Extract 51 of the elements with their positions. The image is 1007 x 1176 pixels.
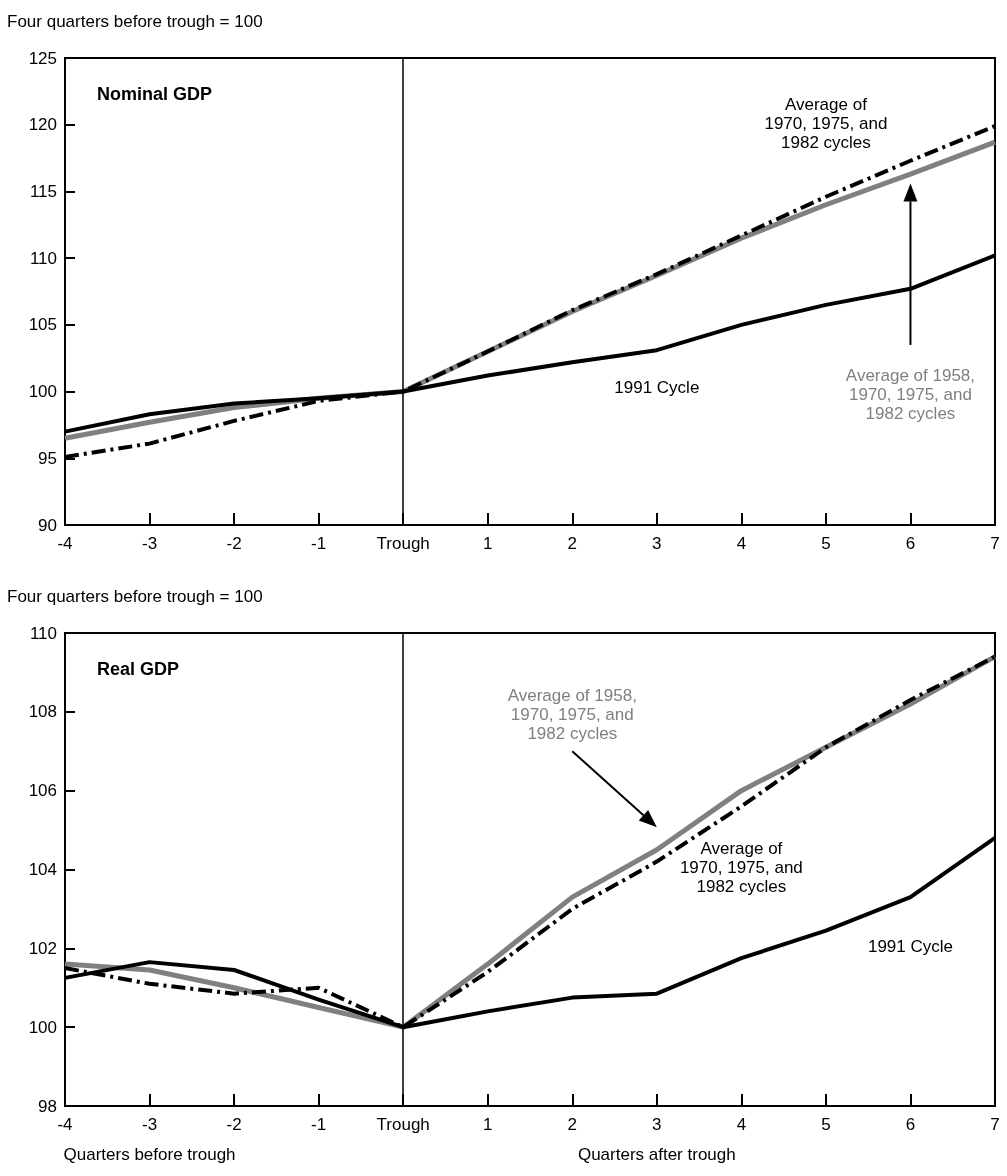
y-tick-label: 90 <box>38 515 57 535</box>
y-tick-label: 98 <box>38 1096 57 1116</box>
text: Quarters after trough <box>577 1144 736 1164</box>
y-tick-label: 102 <box>28 938 57 958</box>
text: Average of 1958, 1970, 1975, and 1982 cycles <box>845 365 976 423</box>
x-tick-label: -4 <box>57 534 73 553</box>
x-tick-label: -3 <box>141 1115 158 1134</box>
x-tick-label: Trough <box>376 1115 430 1134</box>
series-label: Average of 1970, 1975, and 1982 cycles <box>679 838 803 896</box>
y-tick-label: 95 <box>38 448 57 468</box>
y-tick-label: 108 <box>28 702 57 722</box>
series-label: 1991 Cycle <box>867 936 953 956</box>
x-tick-label: Trough <box>376 534 430 553</box>
x-tick-label: 2 <box>567 1115 578 1134</box>
y-tick-label: 115 <box>29 181 57 201</box>
y-tick-label: 100 <box>28 382 57 402</box>
y-axis-title: Four quarters before trough = 100 <box>7 12 263 31</box>
series-label: Average of 1970, 1975, and 1982 cycles <box>764 94 888 152</box>
y-tick-label: 110 <box>29 248 57 268</box>
x-tick-label: 6 <box>905 1115 916 1134</box>
x-tick-label: -2 <box>226 534 242 553</box>
x-tick-label: -3 <box>141 534 158 553</box>
series-label: 1991 Cycle <box>614 378 700 398</box>
x-tick-label: 7 <box>990 1115 1000 1134</box>
y-tick-label: 106 <box>28 781 57 801</box>
x-tick-label: -2 <box>226 1115 242 1134</box>
x-tick-label: 1 <box>482 534 493 553</box>
y-tick-label: 110 <box>29 623 57 643</box>
x-tick-label: 5 <box>821 1115 831 1134</box>
x-tick-label: 3 <box>652 534 662 553</box>
x-tick-label: 4 <box>736 534 747 553</box>
text: Quarters before trough <box>63 1144 236 1164</box>
x-tick-label: 6 <box>905 534 916 553</box>
x-tick-label: 5 <box>821 534 831 553</box>
x-tick-label: 2 <box>567 534 578 553</box>
x-tick-label: -1 <box>311 1115 327 1134</box>
text: Average of 1958, 1970, 1975, and 1982 cycles <box>507 685 637 743</box>
x-tick-label: 1 <box>482 1115 493 1134</box>
x-tick-label: 4 <box>736 1115 747 1134</box>
x-tick-label: -1 <box>311 534 327 553</box>
x-tick-label: -4 <box>57 1115 73 1134</box>
x-tick-label: 3 <box>652 1115 662 1134</box>
y-tick-label: 105 <box>28 315 57 335</box>
text: Nominal GDP <box>97 84 213 104</box>
y-tick-label: 125 <box>28 48 57 68</box>
y-tick-label: 104 <box>28 860 57 879</box>
y-axis-title: Four quarters before trough = 100 <box>7 587 263 606</box>
x-tick-label: 7 <box>990 534 1000 553</box>
text: Real GDP <box>97 659 180 679</box>
y-tick-label: 100 <box>28 1017 57 1037</box>
y-tick-label: 120 <box>28 115 57 135</box>
